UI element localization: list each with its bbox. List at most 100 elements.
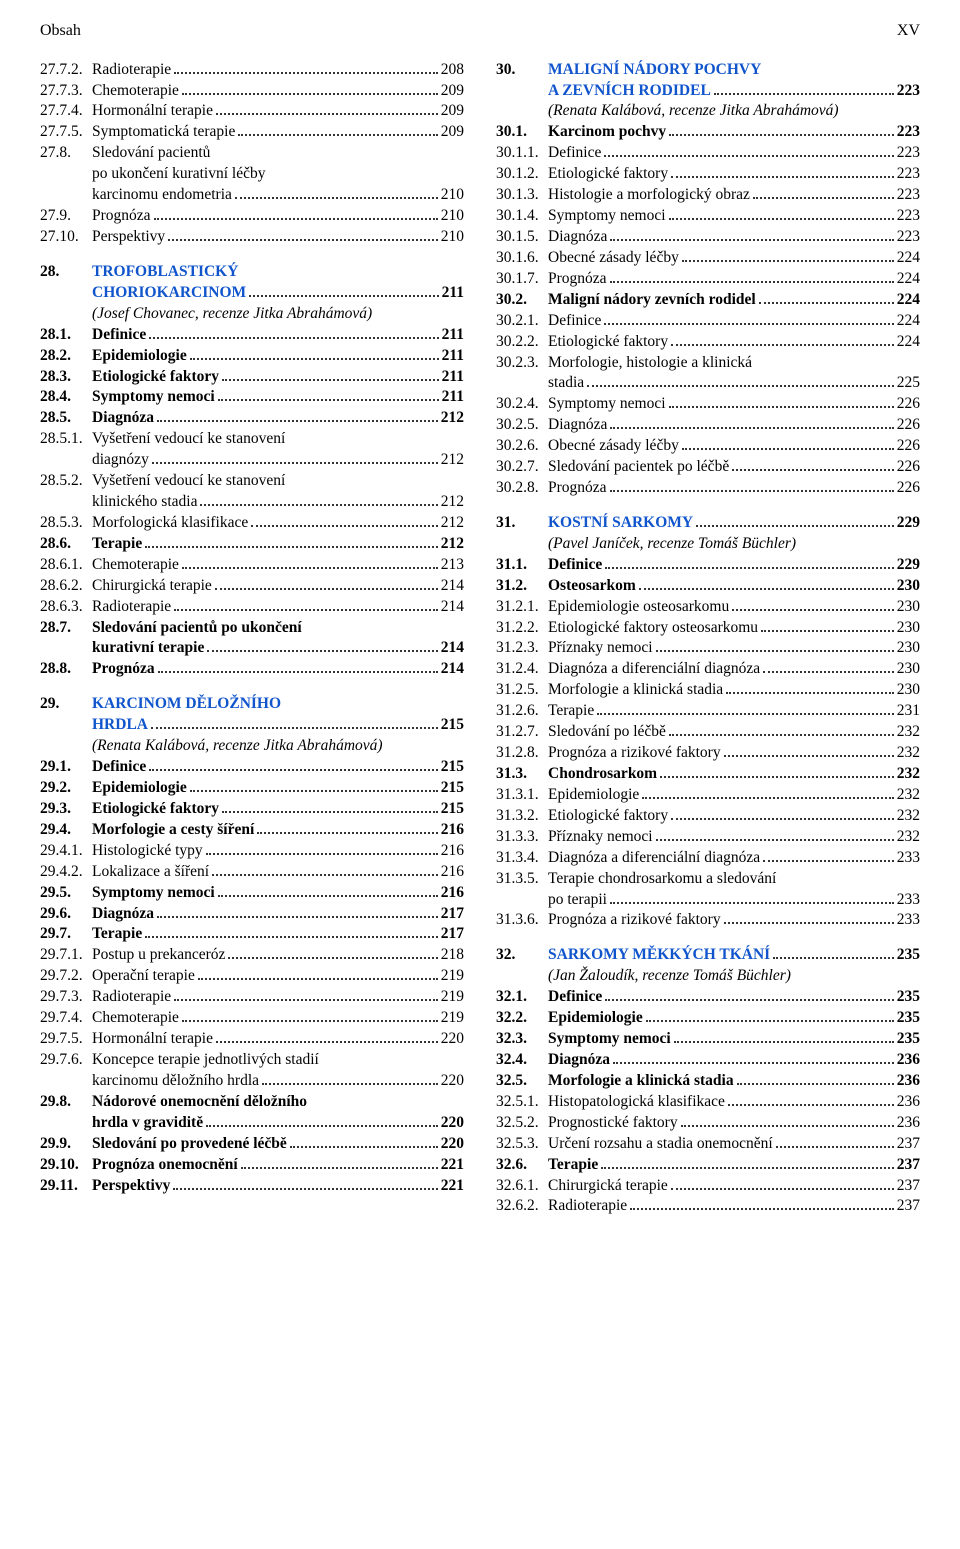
entry-label: Diagnóza a diferenciální diagnóza bbox=[548, 659, 760, 680]
toc-entry: 31.2.4.Diagnóza a diferenciální diagnóza… bbox=[496, 659, 920, 680]
entry-number: 27.7.5. bbox=[40, 122, 92, 143]
entry-label: hrdla v graviditě bbox=[92, 1113, 203, 1134]
leader-dots bbox=[610, 890, 894, 903]
leader-dots bbox=[605, 556, 894, 569]
entry-number: 27.9. bbox=[40, 206, 92, 227]
entry-page: 237 bbox=[897, 1155, 920, 1176]
entry-number: 30.1.6. bbox=[496, 248, 548, 269]
entry-number: 31.2.4. bbox=[496, 659, 548, 680]
entry-page: 212 bbox=[441, 408, 464, 429]
leader-dots bbox=[182, 556, 438, 569]
entry-number: 31.3.2. bbox=[496, 806, 548, 827]
entry-label: Koncepce terapie jednotlivých stadií bbox=[92, 1050, 319, 1071]
leader-dots bbox=[218, 883, 438, 896]
entry-number: 30.1.5. bbox=[496, 227, 548, 248]
leader-dots bbox=[174, 597, 438, 610]
entry-label: Morfologická klasifikace bbox=[92, 513, 248, 534]
toc-entry: 28.6.1.Chemoterapie213 bbox=[40, 555, 464, 576]
entry-number: 31.3. bbox=[496, 764, 548, 785]
entry-page: 233 bbox=[897, 890, 920, 911]
toc-entry: 29.6.Diagnóza217 bbox=[40, 904, 464, 925]
entry-label: Etiologické faktory bbox=[548, 164, 668, 185]
toc-entry: 31.2.3.Příznaky nemoci230 bbox=[496, 638, 920, 659]
entry-label: Určení rozsahu a stadia onemocnění bbox=[548, 1134, 773, 1155]
entry-label: po ukončení kurativní léčby bbox=[92, 164, 265, 185]
entry-page: 223 bbox=[897, 122, 920, 143]
toc-entry: 30.1.1.Definice223 bbox=[496, 143, 920, 164]
entry-number: 32.6.2. bbox=[496, 1196, 548, 1217]
toc-entry: 28.6.Terapie212 bbox=[40, 534, 464, 555]
toc-entry: 29.8.Nádorové onemocnění děložního bbox=[40, 1092, 464, 1113]
entry-label: Vyšetření vedoucí ke stanovení bbox=[92, 471, 285, 492]
entry-label: stadia bbox=[548, 373, 584, 394]
entry-number: 31.2.1. bbox=[496, 597, 548, 618]
toc-entry: 30.2.Maligní nádory zevních rodidel224 bbox=[496, 290, 920, 311]
entry-label: Hormonální terapie bbox=[92, 1029, 213, 1050]
leader-dots bbox=[763, 849, 894, 862]
chapter-number: 30. bbox=[496, 60, 548, 81]
entry-label: Perspektivy bbox=[92, 227, 165, 248]
entry-number: 30.2.2. bbox=[496, 332, 548, 353]
toc-entry: 31.2.6.Terapie231 bbox=[496, 701, 920, 722]
toc-entry: 28.6.2.Chirurgická terapie214 bbox=[40, 576, 464, 597]
entry-page: 223 bbox=[897, 143, 920, 164]
entry-label: Radioterapie bbox=[92, 987, 171, 1008]
toc-column-left: 27.7.2.Radioterapie20827.7.3.Chemoterapi… bbox=[40, 60, 464, 1218]
entry-number: 27.7.2. bbox=[40, 60, 92, 81]
leader-dots bbox=[732, 458, 894, 471]
toc-entry: 28.5.3.Morfologická klasifikace212 bbox=[40, 513, 464, 534]
leader-dots bbox=[656, 828, 894, 841]
entry-page: 232 bbox=[897, 743, 920, 764]
entry-page: 209 bbox=[441, 81, 464, 102]
entry-number: 29.6. bbox=[40, 904, 92, 925]
chapter-page: 229 bbox=[897, 513, 920, 534]
leader-dots bbox=[174, 988, 438, 1001]
entry-page: 216 bbox=[441, 820, 464, 841]
entry-label: Terapie chondrosarkomu a sledování bbox=[548, 869, 776, 890]
entry-label: Epidemiologie bbox=[92, 778, 187, 799]
entry-label: Vyšetření vedoucí ke stanovení bbox=[92, 429, 285, 450]
entry-label: Obecné zásady léčby bbox=[548, 436, 679, 457]
toc-entry: 28.2.Epidemiologie211 bbox=[40, 346, 464, 367]
leader-dots bbox=[222, 367, 439, 380]
entry-label: Chemoterapie bbox=[92, 555, 179, 576]
entry-number: 30.2.3. bbox=[496, 353, 548, 374]
entry-label: Terapie bbox=[548, 701, 594, 722]
entry-number: 28.3. bbox=[40, 367, 92, 388]
entry-number: 28.5.1. bbox=[40, 429, 92, 450]
entry-number: 32.5.1. bbox=[496, 1092, 548, 1113]
entry-number: 30.2.4. bbox=[496, 394, 548, 415]
entry-page: 219 bbox=[441, 966, 464, 987]
toc-entry-cont: po ukončení kurativní léčby bbox=[40, 164, 464, 185]
toc-entry: 27.7.4.Hormonální terapie209 bbox=[40, 101, 464, 122]
entry-number: 31.3.4. bbox=[496, 848, 548, 869]
leader-dots bbox=[212, 863, 438, 876]
entry-number: 30.1.7. bbox=[496, 269, 548, 290]
leader-dots bbox=[157, 904, 438, 917]
entry-number: 31.2.3. bbox=[496, 638, 548, 659]
leader-dots bbox=[773, 946, 894, 959]
chapter-number: 28. bbox=[40, 262, 92, 283]
leader-dots bbox=[216, 102, 438, 115]
toc-entry: 31.3.5.Terapie chondrosarkomu a sledován… bbox=[496, 869, 920, 890]
entry-label: Diagnóza bbox=[92, 408, 154, 429]
entry-number: 32.6. bbox=[496, 1155, 548, 1176]
toc-column-right: 30.MALIGNÍ NÁDORY POCHVYA ZEVNÍCH RODIDE… bbox=[496, 60, 920, 1218]
entry-label: Definice bbox=[548, 555, 602, 576]
toc-entry: 32.5.Morfologie a klinická stadia236 bbox=[496, 1071, 920, 1092]
entry-number: 29.4.1. bbox=[40, 841, 92, 862]
toc-entry: 30.2.8.Prognóza226 bbox=[496, 478, 920, 499]
entry-label: Maligní nádory zevních rodidel bbox=[548, 290, 756, 311]
entry-number: 29.8. bbox=[40, 1092, 92, 1113]
leader-dots bbox=[639, 577, 894, 590]
leader-dots bbox=[724, 744, 894, 757]
leader-dots bbox=[207, 639, 437, 652]
spacer bbox=[40, 680, 464, 694]
entry-label: Prognóza a rizikové faktory bbox=[548, 910, 721, 931]
entry-number: 29.11. bbox=[40, 1176, 92, 1197]
entry-page: 233 bbox=[897, 848, 920, 869]
toc-entry: 31.2.1.Epidemiologie osteosarkomu230 bbox=[496, 597, 920, 618]
leader-dots bbox=[732, 597, 894, 610]
leader-dots bbox=[215, 577, 438, 590]
leader-dots bbox=[642, 786, 893, 799]
